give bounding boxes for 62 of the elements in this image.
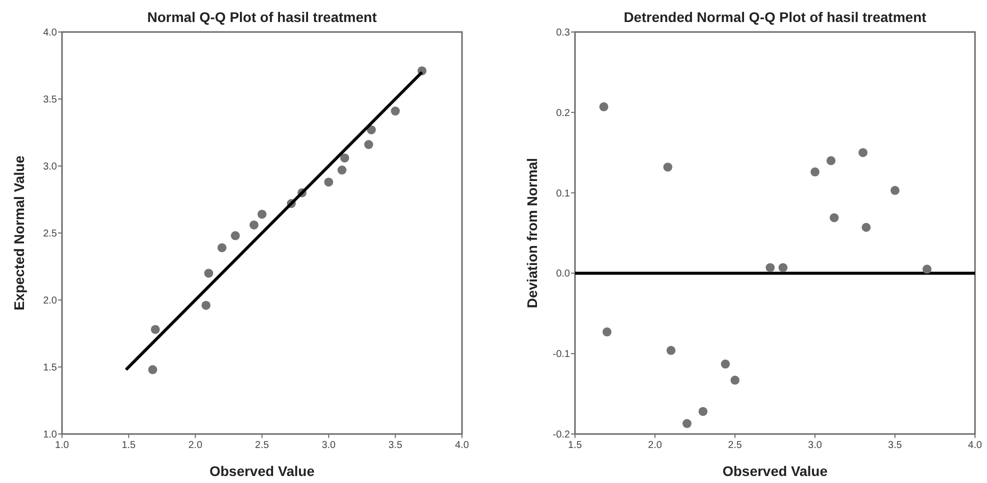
x-tick-label: 4.0 xyxy=(455,440,470,451)
y-tick-label: 0.2 xyxy=(556,108,570,119)
point xyxy=(258,210,266,219)
x-tick-label: 2.5 xyxy=(255,440,270,451)
x-tick-label: 3.5 xyxy=(888,440,902,451)
point xyxy=(666,346,676,355)
point xyxy=(364,140,374,150)
point xyxy=(810,167,820,176)
y-tick-label: 0.3 xyxy=(556,28,570,38)
chart-title: Normal Q-Q Plot of hasil treatment xyxy=(147,9,378,25)
point xyxy=(218,243,226,252)
x-tick-label: 1.5 xyxy=(122,440,136,451)
point xyxy=(202,300,210,310)
point xyxy=(720,360,730,369)
x-tick-label: 4.0 xyxy=(968,440,982,451)
point xyxy=(230,231,240,240)
point xyxy=(778,263,788,272)
point xyxy=(250,220,258,230)
point xyxy=(922,264,932,274)
chart-title: Detrended Normal Q-Q Plot of hasil treatment xyxy=(624,9,927,25)
x-tick-label: 3.5 xyxy=(388,440,403,451)
y-tick-label: 2.0 xyxy=(43,296,58,306)
point xyxy=(766,263,775,272)
point xyxy=(826,156,836,166)
x-axis-title: Observed Value xyxy=(722,463,828,479)
point xyxy=(858,148,868,158)
point xyxy=(150,324,160,334)
point xyxy=(204,268,214,278)
point xyxy=(682,419,692,428)
y-axis-title: Expected Normal Value xyxy=(11,155,27,310)
x-tick-label: 2.5 xyxy=(728,440,742,451)
x-tick-label: 2.0 xyxy=(188,440,203,451)
point xyxy=(338,166,346,175)
y-tick-label: 2.5 xyxy=(43,228,58,240)
y-tick-label: -0.2 xyxy=(552,430,570,440)
point xyxy=(324,178,334,187)
point xyxy=(663,162,672,172)
x-tick-label: 2.0 xyxy=(648,440,662,451)
point xyxy=(340,153,350,162)
y-tick-label: 4.0 xyxy=(43,28,58,38)
point xyxy=(390,106,400,116)
point xyxy=(890,186,900,195)
y-tick-label: 3.5 xyxy=(43,94,58,106)
y-axis-title: Deviation from Normal xyxy=(524,158,540,308)
point xyxy=(830,213,839,222)
x-tick-label: 1.5 xyxy=(568,440,582,451)
point xyxy=(602,327,612,336)
point xyxy=(862,222,871,232)
x-tick-label: 1.0 xyxy=(55,440,70,451)
y-tick-label: 3.0 xyxy=(43,162,58,172)
y-tick-label: 0.1 xyxy=(556,188,570,200)
x-tick-label: 3.0 xyxy=(322,440,336,451)
y-tick-label: 0.0 xyxy=(556,268,570,280)
x-tick-label: 3.0 xyxy=(808,440,822,451)
point xyxy=(148,365,158,374)
point xyxy=(698,406,708,416)
x-axis-title: Observed Value xyxy=(209,463,315,479)
point xyxy=(730,376,740,385)
y-tick-label: -0.1 xyxy=(552,349,570,360)
point xyxy=(599,102,608,112)
y-tick-label: 1.0 xyxy=(43,430,58,440)
y-tick-label: 1.5 xyxy=(43,362,58,374)
